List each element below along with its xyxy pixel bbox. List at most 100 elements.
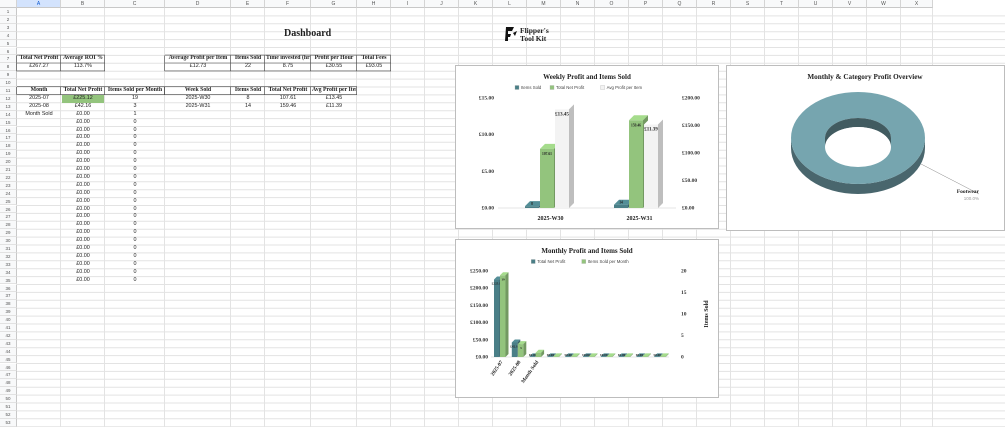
row-header[interactable]: 40 <box>0 316 17 324</box>
weekly-profit-chart[interactable]: Weekly Profit and Items Sold Items Sold To… <box>455 65 719 229</box>
column-header-k[interactable]: K <box>459 0 493 8</box>
row-header[interactable]: 39 <box>0 308 17 317</box>
row-header[interactable]: 10 <box>0 79 17 87</box>
row-header[interactable]: 38 <box>0 300 17 309</box>
monthly-table-cell[interactable]: 0 <box>133 173 137 180</box>
row-header[interactable]: 29 <box>0 229 17 238</box>
monthly-table-cell[interactable]: £0.00 <box>76 173 90 180</box>
column-header-p[interactable]: P <box>629 0 663 8</box>
monthly-table-cell[interactable]: 0 <box>133 189 137 196</box>
monthly-table-cell[interactable]: 19 <box>132 94 138 101</box>
column-header-b[interactable]: B <box>61 0 105 8</box>
monthly-table-cell[interactable]: £0.00 <box>76 142 90 149</box>
row-header[interactable]: 34 <box>0 268 17 277</box>
weekly-table-cell[interactable]: 107.61 <box>279 94 297 101</box>
monthly-table-cell[interactable]: £0.00 <box>76 213 90 220</box>
bar-avg-profit-per-item[interactable] <box>555 104 574 208</box>
monthly-table-cell[interactable]: 0 <box>133 237 137 244</box>
row-header[interactable]: 4 <box>0 31 17 40</box>
row-header[interactable]: 44 <box>0 347 17 356</box>
row-header[interactable]: 24 <box>0 189 17 198</box>
monthly-table-cell[interactable]: £42.16 <box>74 102 92 109</box>
row-header[interactable]: 35 <box>0 276 17 285</box>
row-header[interactable]: 5 <box>0 39 17 48</box>
row-header[interactable]: 45 <box>0 355 17 364</box>
row-header[interactable]: 53 <box>0 418 17 427</box>
monthly-table-cell[interactable]: £225.12 <box>62 94 104 103</box>
row-header[interactable]: 23 <box>0 181 17 190</box>
bar-avg-profit-per-item[interactable] <box>644 119 663 208</box>
row-header[interactable]: 51 <box>0 403 17 411</box>
row-header[interactable]: 28 <box>0 221 17 230</box>
row-header[interactable]: 48 <box>0 379 17 388</box>
bar-total-net-profit[interactable] <box>565 353 574 357</box>
summary-value[interactable]: 8.75 <box>282 63 294 70</box>
bar-total-net-profit[interactable] <box>547 353 556 357</box>
weekly-table-cell[interactable]: 159.46 <box>279 102 297 109</box>
bar-items-sold-per-month[interactable] <box>624 353 634 357</box>
row-header[interactable]: 49 <box>0 387 17 396</box>
monthly-table-cell[interactable]: 0 <box>133 118 137 125</box>
weekly-table-cell[interactable]: £13.45 <box>325 94 343 101</box>
row-header[interactable]: 2 <box>0 15 17 24</box>
summary-value[interactable]: £267.27 <box>29 63 49 70</box>
monthly-table-cell[interactable]: Month Sold <box>25 110 53 117</box>
column-header-g[interactable]: G <box>311 0 357 8</box>
row-header[interactable]: 19 <box>0 150 17 159</box>
monthly-table-cell[interactable]: 0 <box>133 205 137 212</box>
bar-items-sold-per-month[interactable] <box>660 353 669 357</box>
column-header-l[interactable]: L <box>493 0 527 8</box>
column-header-q[interactable]: Q <box>663 0 697 8</box>
row-header[interactable]: 13 <box>0 102 17 111</box>
row-header[interactable]: 36 <box>0 284 17 293</box>
monthly-table-cell[interactable]: £0.00 <box>76 221 90 228</box>
column-header-m[interactable]: M <box>527 0 561 8</box>
bar-total-net-profit[interactable] <box>600 353 610 357</box>
row-header[interactable]: 27 <box>0 213 17 222</box>
monthly-table-cell[interactable]: 0 <box>133 221 137 228</box>
row-header[interactable]: 52 <box>0 410 17 419</box>
monthly-table-cell[interactable]: 0 <box>133 150 137 157</box>
row-header[interactable]: 6 <box>0 47 17 56</box>
bar-items-sold-per-month[interactable] <box>553 353 562 357</box>
summary-value[interactable]: £12.73 <box>189 63 207 70</box>
monthly-table-cell[interactable]: 0 <box>133 166 137 172</box>
monthly-table-cell[interactable]: £0.00 <box>76 166 90 172</box>
weekly-table-cell[interactable]: 14 <box>245 102 251 109</box>
row-header[interactable]: 20 <box>0 158 17 166</box>
monthly-table-cell[interactable]: £0.00 <box>76 150 90 157</box>
weekly-table-cell[interactable]: 8 <box>246 94 250 101</box>
bar-total-net-profit[interactable] <box>654 353 663 357</box>
row-header[interactable]: 17 <box>0 134 17 143</box>
row-header[interactable]: 43 <box>0 339 17 348</box>
column-header-v[interactable]: V <box>833 0 867 8</box>
summary-value[interactable]: £30.55 <box>325 63 343 70</box>
monthly-profit-chart[interactable]: Monthly Profit and Items Sold Total Net P… <box>455 239 719 398</box>
monthly-table-cell[interactable]: £0.00 <box>76 237 90 244</box>
bar-items-sold-per-month[interactable] <box>606 353 616 357</box>
bar-total-net-profit[interactable] <box>583 353 592 357</box>
bar-items-sold-per-month[interactable] <box>500 272 509 357</box>
monthly-table-cell[interactable]: £0.00 <box>76 205 90 212</box>
summary-value[interactable]: 113.7% <box>74 63 92 70</box>
select-all-corner[interactable] <box>0 0 17 8</box>
column-header-n[interactable]: N <box>561 0 595 8</box>
row-header[interactable]: 50 <box>0 395 17 403</box>
monthly-table-cell[interactable]: £0.00 <box>76 158 90 165</box>
monthly-table-cell[interactable]: 3 <box>133 102 137 109</box>
monthly-table-cell[interactable]: £0.00 <box>76 110 90 117</box>
column-header-w[interactable]: W <box>867 0 901 8</box>
monthly-table-cell[interactable]: 0 <box>133 126 137 133</box>
pie-slice-footwear[interactable] <box>791 92 925 194</box>
monthly-table-cell[interactable]: 0 <box>133 268 137 275</box>
row-header[interactable]: 12 <box>0 94 17 103</box>
row-header[interactable]: 26 <box>0 205 17 214</box>
weekly-table-cell[interactable]: 2025-W31 <box>185 102 211 109</box>
monthly-table-cell[interactable]: £0.00 <box>76 189 90 196</box>
bar-total-net-profit[interactable] <box>636 353 645 357</box>
monthly-table-cell[interactable]: £0.00 <box>76 229 90 236</box>
bar-items-sold-per-month[interactable] <box>589 353 598 357</box>
monthly-table-cell[interactable]: 0 <box>133 134 137 141</box>
column-header-e[interactable]: E <box>231 0 265 8</box>
monthly-table-cell[interactable]: £0.00 <box>76 118 90 125</box>
